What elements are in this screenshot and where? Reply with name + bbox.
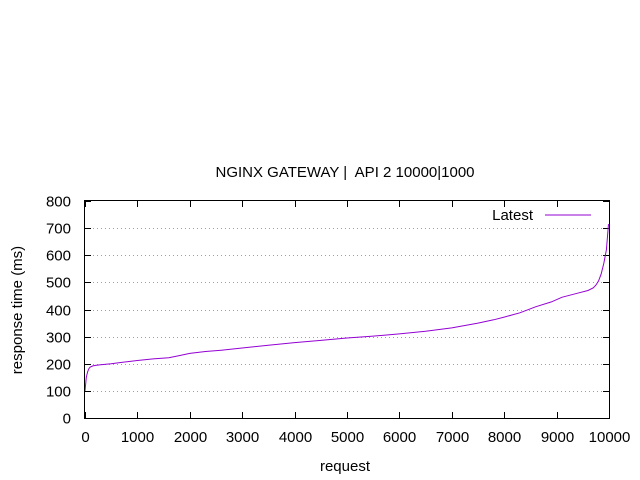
y-tick-label: 700: [46, 221, 71, 238]
x-tick-label: 8000: [488, 429, 521, 446]
plot-frame: [84, 200, 610, 419]
y-tick-label: 600: [46, 248, 71, 265]
gridlines: [85, 228, 609, 392]
x-tick-label: 3000: [226, 429, 259, 446]
x-tick-label: 2000: [174, 429, 207, 446]
y-tick-label: 300: [46, 330, 71, 347]
x-axis-ticks: 0 1000 2000 3000 4000 5000 6000 7000 8000 9000 100…: [81, 201, 630, 446]
x-tick-label: 7000: [436, 429, 469, 446]
x-tick-label: 9000: [541, 429, 574, 446]
y-tick-label: 400: [46, 303, 71, 320]
x-tick-label: 0: [81, 429, 89, 446]
chart-title: NGINX GATEWAY | API 2 10000|1000: [215, 164, 474, 181]
series-group: [84, 224, 609, 391]
x-axis-label: request: [320, 458, 371, 475]
x-tick-label: 5000: [331, 429, 364, 446]
y-tick-label: 0: [63, 411, 71, 428]
y-axis-ticks: 0 100 200 300 400 500 600 700 800: [46, 194, 609, 428]
y-tick-label: 500: [46, 275, 71, 292]
y-tick-label: 800: [46, 194, 71, 211]
y-tick-label: 100: [46, 384, 71, 401]
x-tick-label: 1000: [121, 429, 154, 446]
series-line-latest: [84, 224, 609, 391]
y-tick-label: 200: [46, 357, 71, 374]
legend: Latest: [492, 207, 591, 224]
x-tick-label: 10000: [589, 429, 631, 446]
y-axis-label: response time (ms): [9, 246, 26, 374]
x-tick-label: 4000: [279, 429, 312, 446]
x-tick-label: 6000: [383, 429, 416, 446]
legend-label-latest: Latest: [492, 207, 534, 224]
